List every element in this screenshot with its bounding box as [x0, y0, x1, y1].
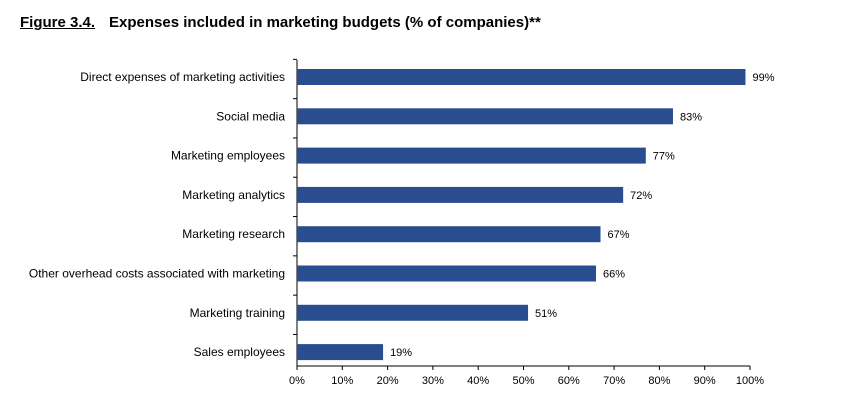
category-label: Marketing training	[190, 306, 285, 320]
bar	[297, 304, 529, 321]
category-label: Direct expenses of marketing activities	[80, 70, 285, 84]
value-label: 51%	[535, 308, 557, 320]
title-text: Expenses included in marketing budgets (…	[109, 14, 541, 31]
bar	[297, 186, 624, 203]
x-tick-label: 0%	[289, 375, 305, 387]
x-tick-label: 10%	[331, 375, 353, 387]
x-tick-label: 80%	[648, 375, 670, 387]
value-label: 66%	[603, 269, 625, 281]
value-label: 83%	[680, 111, 702, 123]
x-tick-label: 30%	[422, 375, 444, 387]
bar	[297, 108, 673, 125]
x-tick-label: 60%	[558, 375, 580, 387]
figure-label: Figure 3.4.	[20, 14, 96, 31]
x-tick-label: 90%	[694, 375, 716, 387]
bar	[297, 226, 601, 243]
category-label: Sales employees	[194, 345, 285, 359]
value-label: 77%	[653, 151, 675, 163]
bar	[297, 265, 596, 282]
x-tick-label: 70%	[603, 375, 625, 387]
category-label: Social media	[216, 109, 285, 123]
x-tick-label: 100%	[736, 375, 764, 387]
bar	[297, 344, 384, 361]
value-label: 72%	[630, 190, 652, 202]
x-tick-label: 20%	[377, 375, 399, 387]
x-tick-label: 50%	[512, 375, 534, 387]
category-label: Marketing analytics	[182, 188, 285, 202]
category-label: Marketing research	[182, 227, 285, 241]
x-tick-label: 40%	[467, 375, 489, 387]
value-label: 67%	[608, 229, 630, 241]
chart-title: Figure 3.4. Expenses included in marketin…	[20, 14, 541, 31]
category-label: Marketing employees	[171, 149, 285, 163]
bar	[297, 147, 646, 164]
value-label: 19%	[390, 347, 412, 359]
value-label: 99%	[752, 72, 774, 84]
bar	[297, 69, 746, 85]
category-label: Other overhead costs associated with mar…	[29, 267, 285, 281]
